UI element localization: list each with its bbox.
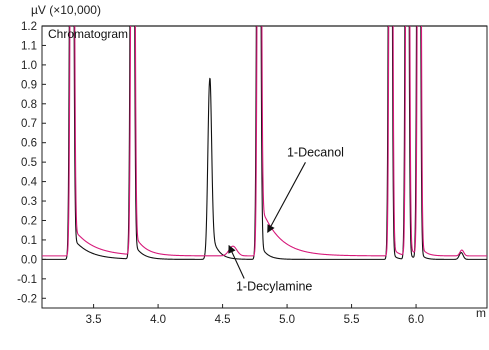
x-tick-label: 4.5	[215, 314, 231, 326]
chromatogram-box-label: Chromatogram	[48, 27, 128, 41]
annotation-label: 1-Decylamine	[236, 279, 312, 293]
y-tick-label: 0.7	[21, 118, 37, 130]
annotation-arrow	[267, 162, 306, 234]
y-unit-label: µV (×10,000)	[31, 3, 101, 17]
y-tick-label: 0.5	[21, 157, 37, 169]
annotation-layer: 1-Decanol 1-Decylamine	[228, 145, 344, 293]
x-unit-label: m	[476, 306, 486, 320]
plot-frame	[41, 25, 488, 309]
y-tick-label: 0.2	[21, 215, 37, 227]
axis-layer: 1.2 1.1 1.0 0.9 0.8 0.7 0.6 0.5 0.4 0.3 0.2 0.1 0.0 -…	[17, 21, 424, 326]
annotation-label: 1-Decanol	[287, 145, 344, 159]
y-tick-label: 0.0	[21, 254, 37, 266]
series-trace-1	[42, 26, 487, 257]
series-trace-0	[42, 26, 487, 260]
x-tick-label: 5.5	[344, 314, 360, 326]
x-tick-label: 5.0	[279, 314, 295, 326]
y-tick-label: 0.9	[21, 79, 37, 91]
y-tick-label: 1.2	[21, 21, 37, 33]
x-tick-label: 4.0	[150, 314, 166, 326]
y-tick-label: -0.1	[17, 274, 37, 286]
x-tick-label: 6.0	[408, 314, 424, 326]
y-tick-label: 0.4	[21, 177, 38, 189]
y-tick-label: 1.1	[21, 40, 37, 52]
y-tick-label: 0.3	[21, 196, 37, 208]
x-tick-label: 3.5	[86, 314, 102, 326]
y-tick-label: 0.6	[21, 138, 37, 150]
y-tick-label: 1.0	[21, 60, 37, 72]
plot-border	[41, 25, 488, 309]
series-layer	[42, 26, 487, 260]
y-tick-label: 0.1	[21, 235, 37, 247]
annotation-arrow	[228, 244, 245, 279]
y-tick-label: -0.2	[17, 293, 37, 305]
y-tick-label: 0.8	[21, 99, 37, 111]
